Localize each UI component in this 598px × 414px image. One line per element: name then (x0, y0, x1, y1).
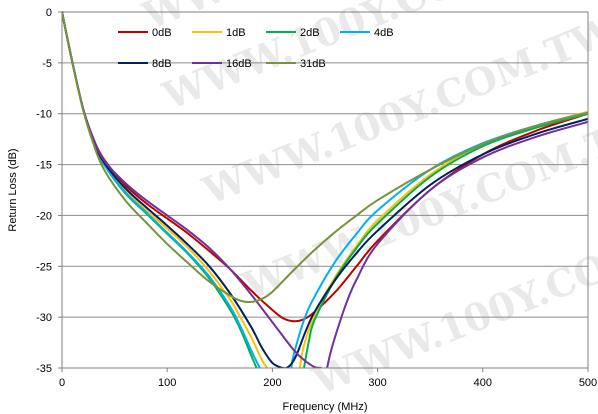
legend-label-4dB: 4dB (374, 27, 394, 39)
x-tick-label: 0 (59, 377, 65, 389)
y-tick-label: -35 (36, 363, 52, 375)
y-tick-label: -30 (36, 312, 52, 324)
x-tick-label: 100 (158, 377, 176, 389)
legend-label-1dB: 1dB (226, 27, 246, 39)
series-layer (62, 11, 588, 368)
tick-labels: 0 -5 -10 -15 -20 -25 -30 -35 0 100 200 300 400 500 (36, 7, 597, 389)
series-line-8dB (62, 11, 588, 368)
plot-frame (61, 11, 589, 369)
y-tick-label: -5 (42, 58, 52, 70)
series-line-16dB (326, 120, 588, 368)
y-tick-label: -20 (36, 210, 52, 222)
watermark-layer: WWW.100Y.COM.TW WWW.100Y.COM.TW WWW.100Y… (136, 0, 598, 404)
y-axis-title: Return Loss (dB) (7, 148, 19, 231)
legend-label-16dB: 16dB (226, 58, 252, 70)
x-tick-label: 400 (474, 377, 492, 389)
series-line-16dB (62, 11, 322, 368)
x-axis-title: Frequency (MHz) (283, 401, 368, 413)
y-tick-label: 0 (46, 7, 52, 19)
y-tick-label: -10 (36, 109, 52, 121)
axes (58, 11, 589, 372)
y-tick-label: -25 (36, 261, 52, 273)
legend: 0dB 1dB 2dB 4dB 8dB 16dB 31dB (118, 27, 394, 70)
y-tick-label: -15 (36, 160, 52, 172)
x-tick-label: 200 (263, 377, 281, 389)
legend-label-8dB: 8dB (152, 58, 172, 70)
series-line-2dB (302, 112, 588, 368)
x-tick-label: 300 (368, 377, 386, 389)
legend-label-2dB: 2dB (300, 27, 320, 39)
series-line-31dB (62, 11, 588, 304)
legend-label-0dB: 0dB (152, 27, 172, 39)
legend-label-31dB: 31dB (300, 58, 326, 70)
x-tick-label: 500 (579, 377, 597, 389)
